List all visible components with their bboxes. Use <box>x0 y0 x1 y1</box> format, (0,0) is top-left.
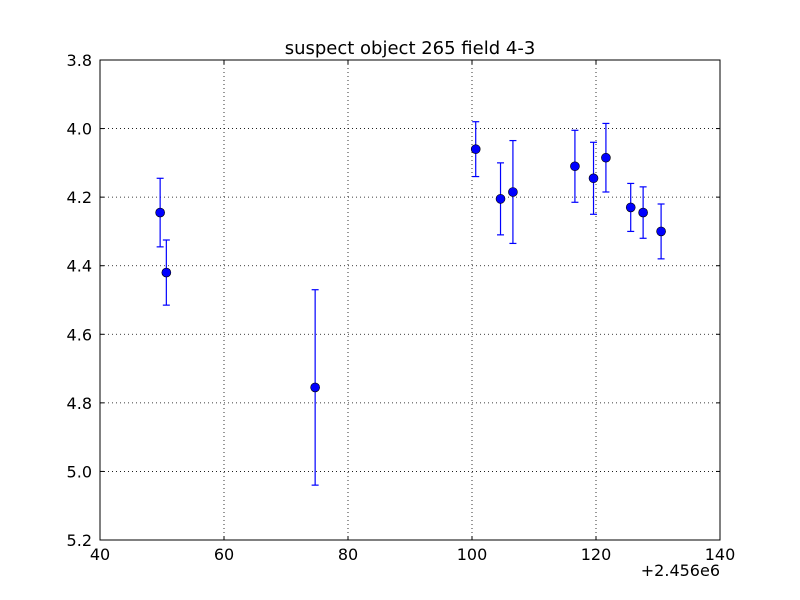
data-point <box>656 226 666 237</box>
y-tick-label: 4.0 <box>67 120 92 139</box>
data-point-group <box>570 129 580 203</box>
x-tick-label: 140 <box>705 545 736 564</box>
y-tick-label: 4.4 <box>67 257 92 276</box>
data-point <box>625 202 636 213</box>
y-tick-label: 4.2 <box>67 188 92 207</box>
data-point <box>470 144 481 154</box>
data-series <box>155 121 666 486</box>
y-tick-label: 5.0 <box>67 462 92 481</box>
axis-ticks: 40 60 80 100 120 140 3.8 4.0 4.2 4.4 4.6 4.8 5.0 5.2 <box>67 51 736 564</box>
y-tick-label: 4.6 <box>67 325 92 344</box>
y-tick-label: 3.8 <box>67 51 92 70</box>
data-point <box>310 382 320 393</box>
y-tick-label: 5.2 <box>67 531 92 550</box>
data-point-group <box>508 139 518 245</box>
data-point-group <box>310 289 320 486</box>
chart-title: suspect object 265 field 4-3 <box>285 38 536 59</box>
data-point <box>508 187 518 197</box>
data-point-group <box>625 182 636 233</box>
data-point <box>161 267 172 278</box>
data-point <box>601 152 611 163</box>
data-point-group <box>588 141 599 215</box>
x-tick-label: 80 <box>338 545 358 564</box>
x-tick-label: 120 <box>581 545 612 564</box>
data-point-group <box>155 177 165 248</box>
data-point-group <box>638 186 648 239</box>
x-axis-offset-label: +2.456e6 <box>641 561 720 580</box>
x-tick-label: 100 <box>457 545 488 564</box>
grid-lines <box>100 60 720 540</box>
y-tick-label: 4.8 <box>67 394 92 413</box>
data-point <box>588 173 599 184</box>
data-point-group <box>495 162 506 236</box>
data-point <box>570 161 580 172</box>
data-point-group <box>601 122 611 193</box>
data-point <box>495 194 506 204</box>
x-tick-label: 60 <box>214 545 234 564</box>
x-tick-label: 40 <box>90 545 110 564</box>
data-point-group <box>656 203 666 260</box>
data-point-group <box>161 239 172 306</box>
data-point <box>155 207 165 218</box>
data-point <box>638 207 648 218</box>
plot-area-frame <box>99 59 721 541</box>
data-point-group <box>470 121 481 178</box>
